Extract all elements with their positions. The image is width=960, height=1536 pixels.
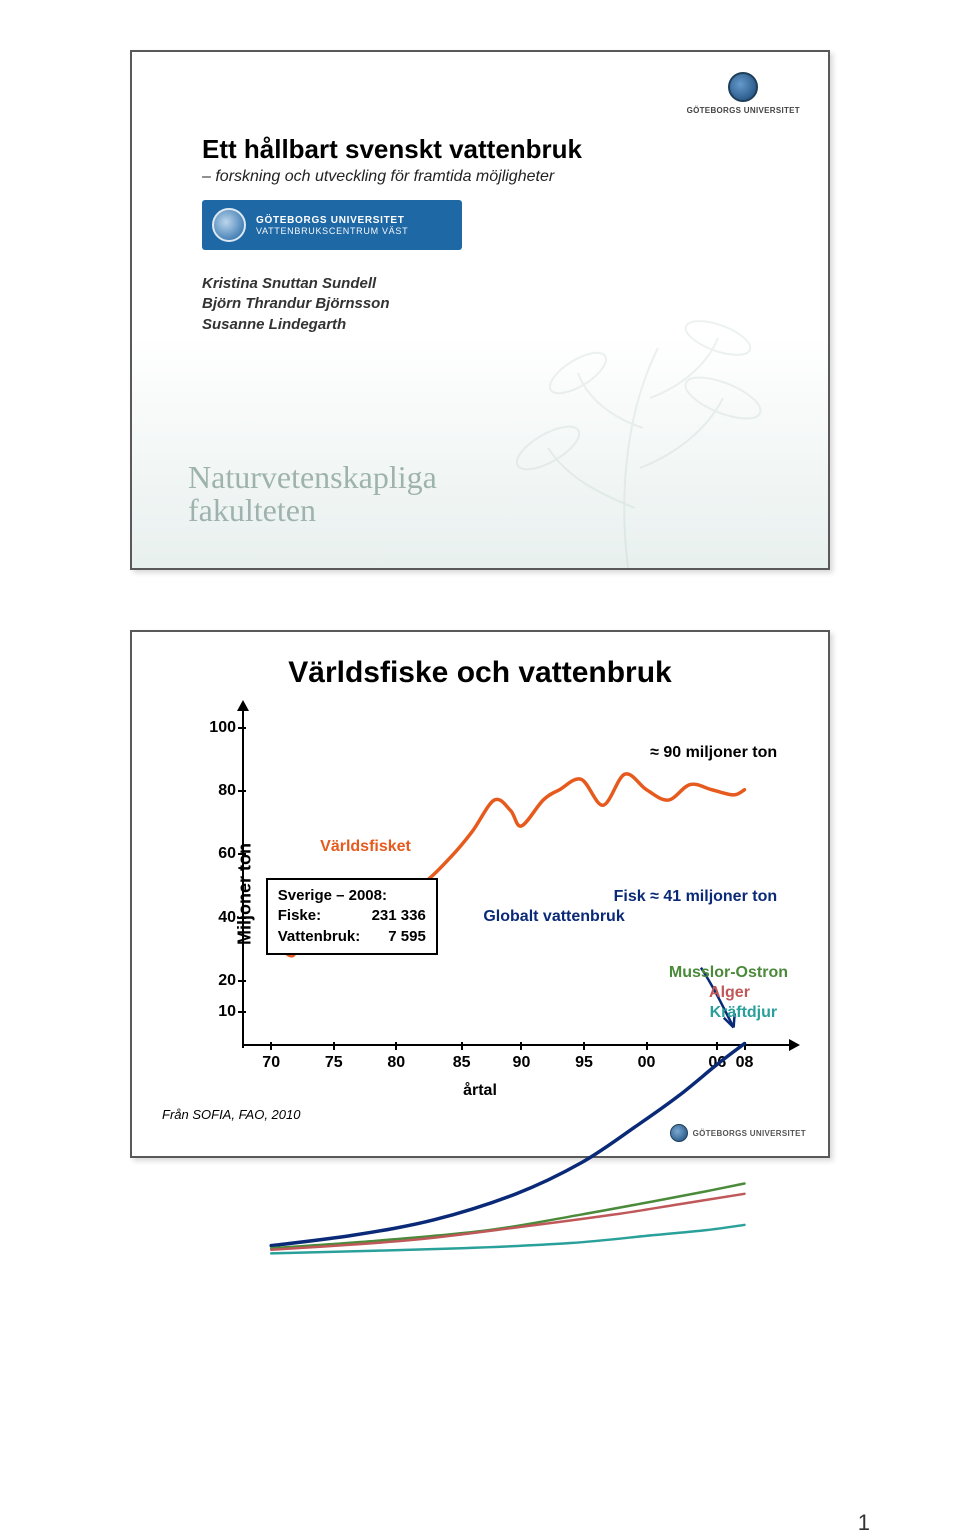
slide1-title: Ett hållbart svenskt vattenbruk (202, 134, 582, 165)
gu-banner: GÖTEBORGS UNIVERSITET VATTENBRUKSCENTRUM… (202, 200, 462, 250)
sverige-fiske-val: 231 336 (372, 906, 426, 926)
x-axis-arrow-icon (789, 1039, 800, 1051)
y-tick-label: 40 (182, 909, 236, 927)
aquaculture-label: Globalt vattenbruk (483, 908, 624, 926)
sverige-vatten-val: 7 595 (388, 927, 426, 947)
world-fishery-label: Världsfisket (320, 838, 411, 856)
chart-svg (244, 712, 788, 1256)
faculty-line1: Naturvetenskapliga (188, 461, 437, 495)
y-axis-arrow-icon (237, 700, 249, 711)
university-name: GÖTEBORGS UNIVERSITET (687, 106, 800, 115)
author-2: Björn Thrandur Björnsson (202, 294, 390, 314)
algae-label: Alger (709, 984, 750, 1002)
author-1: Kristina Snuttan Sundell (202, 274, 390, 294)
y-tick-label: 80 (182, 782, 236, 800)
crest-small-icon (670, 1124, 688, 1142)
authors-block: Kristina Snuttan Sundell Björn Thrandur … (202, 274, 390, 335)
sverige-vatten-label: Vattenbruk: (278, 927, 361, 947)
banner-crest-icon (212, 208, 246, 242)
university-name-small: GÖTEBORGS UNIVERSITET (693, 1129, 806, 1138)
faculty-name: Naturvetenskapliga fakulteten (188, 461, 437, 528)
leaf-decoration (468, 308, 788, 568)
crustacean-label: Kräftdjur (710, 1004, 778, 1022)
y-tick-label: 100 (182, 719, 236, 737)
sverige-box: Sverige – 2008: Fiske: 231 336 Vattenbru… (266, 878, 438, 955)
banner-line2: VATTENBRUKSCENTRUM VÄST (256, 226, 408, 236)
crest-icon (728, 72, 758, 102)
y-tick-label: 10 (182, 1003, 236, 1021)
sverige-fiske-label: Fiske: (278, 906, 321, 926)
faculty-line2: fakulteten (188, 494, 437, 528)
university-logo: GÖTEBORGS UNIVERSITET (687, 72, 800, 115)
source-note: Från SOFIA, FAO, 2010 (162, 1107, 300, 1122)
sverige-heading: Sverige – 2008: (278, 886, 426, 906)
x-axis-label: årtal (132, 1082, 828, 1100)
page-number: 1 (858, 1510, 870, 1536)
author-3: Susanne Lindegarth (202, 315, 390, 335)
y-tick-label: 20 (182, 972, 236, 990)
y-tick-label: 60 (182, 845, 236, 863)
series-algae (271, 1194, 744, 1250)
slide1-subtitle: – forskning och utveckling för framtida … (202, 168, 554, 186)
world-fishery-value: ≈ 90 miljoner ton (650, 744, 777, 762)
fish-value-label: Fisk ≈ 41 miljoner ton (614, 888, 777, 906)
slide2-title: Världsfiske och vattenbruk (132, 656, 828, 690)
slide-1: GÖTEBORGS UNIVERSITET Ett hållbart svens… (130, 50, 830, 570)
university-logo-small: GÖTEBORGS UNIVERSITET (670, 1124, 806, 1142)
slide-2: Världsfiske och vattenbruk 100 80 60 40 20 10… (130, 630, 830, 1158)
chart-area: 1008060402010 707580859095000608 Världsf… (182, 712, 798, 1076)
plot-region: Världsfisket ≈ 90 miljoner ton Globalt v… (244, 712, 788, 1044)
mussels-label: Musslor-Ostron (669, 964, 788, 982)
y-axis-label: Miljoner ton (235, 843, 256, 945)
banner-line1: GÖTEBORGS UNIVERSITET (256, 215, 408, 226)
series-fish (271, 1044, 744, 1246)
